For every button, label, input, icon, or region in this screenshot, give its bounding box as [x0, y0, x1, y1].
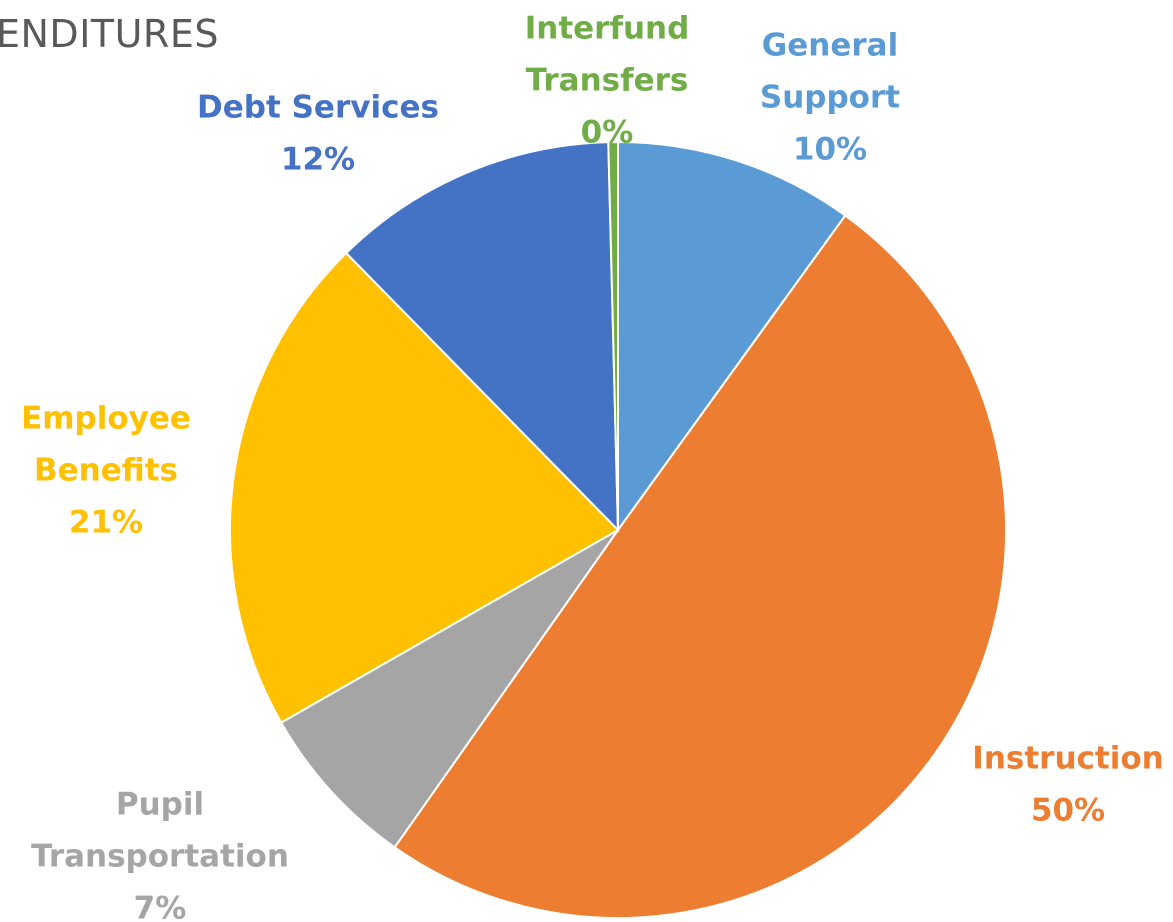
data-label-category: Employee — [21, 401, 191, 437]
slice-instruction — [393, 214, 1007, 919]
data-label-category: Debt Services — [197, 90, 439, 126]
data-label-category: Interfund — [525, 11, 690, 47]
data-label-value: 0% — [581, 115, 634, 151]
data-label-value: 21% — [69, 505, 143, 541]
chart-title: ENDITURES — [0, 12, 219, 56]
slice-general-support — [617, 140, 847, 534]
data-label-category: General — [762, 28, 898, 64]
data-label-value: 50% — [1031, 793, 1105, 829]
data-label-employee-benefits: Employee Benefits 21% — [21, 401, 191, 541]
labels-layer: General Support 10% Instruction 50% Pupil Tran… — [21, 11, 1164, 922]
data-label-category: Transfers — [526, 63, 689, 99]
data-label-category: Benefits — [34, 453, 178, 489]
slices-layer — [229, 140, 1007, 919]
data-label-general-support: General Support 10% — [760, 28, 900, 168]
data-label-pupil-transportation: Pupil Transportation 7% — [31, 787, 289, 922]
slice-debt-services — [344, 141, 620, 533]
data-label-category: Pupil — [116, 787, 204, 823]
data-label-value: 12% — [281, 142, 355, 178]
slice-pupil-transportation — [279, 529, 619, 849]
data-label-interfund-transfers: Interfund Transfers 0% — [525, 11, 690, 151]
data-label-value: 7% — [134, 891, 187, 922]
slice-interfund-transfers — [607, 140, 619, 531]
data-label-instruction: Instruction 50% — [972, 741, 1163, 829]
data-label-category: Support — [760, 80, 900, 116]
data-label-category: Instruction — [972, 741, 1163, 777]
slice-employee-benefits — [229, 251, 620, 724]
data-label-value: 10% — [793, 132, 867, 168]
data-label-category: Transportation — [31, 839, 289, 875]
data-label-debt-services: Debt Services 12% — [197, 90, 439, 178]
